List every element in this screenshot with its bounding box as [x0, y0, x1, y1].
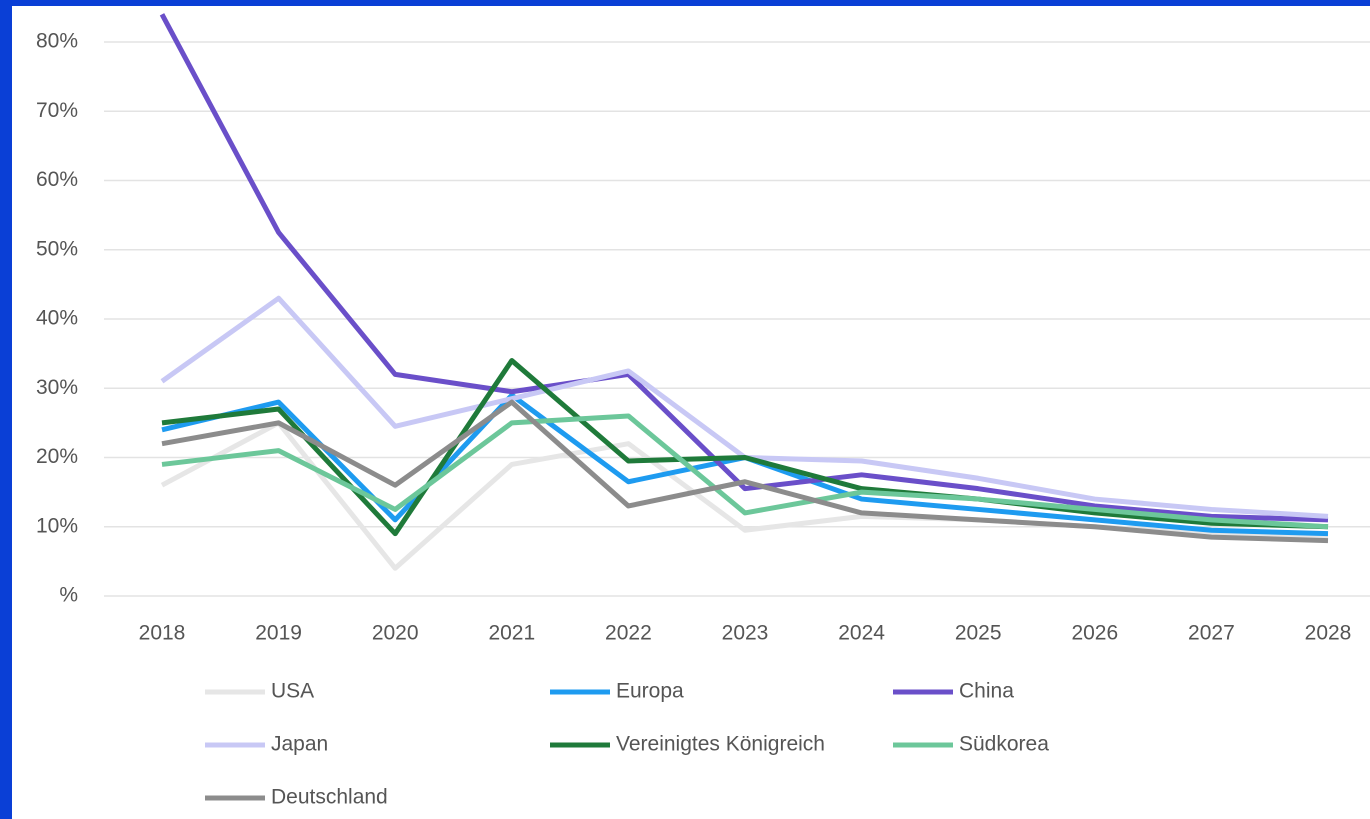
x-tick-label: 2024 — [838, 622, 885, 645]
y-tick-label: 10% — [36, 514, 78, 537]
legend-label: Europa — [616, 680, 684, 703]
x-tick-label: 2021 — [488, 622, 535, 645]
y-tick-label: % — [59, 584, 78, 607]
series-line — [161, 399, 1329, 544]
y-tick-label: 80% — [36, 30, 78, 53]
legend-label: USA — [271, 680, 314, 703]
x-tick-label: 2020 — [372, 622, 419, 645]
legend-label: China — [959, 680, 1014, 703]
x-tick-label: 2028 — [1305, 622, 1352, 645]
y-tick-label: 60% — [36, 168, 78, 191]
x-tick-label: 2022 — [605, 622, 652, 645]
series-line — [161, 413, 1329, 530]
x-tick-label: 2027 — [1188, 622, 1235, 645]
legend-label: Japan — [271, 733, 328, 756]
x-tick-label: 2025 — [955, 622, 1002, 645]
legend-label: Südkorea — [959, 733, 1049, 756]
y-tick-label: 50% — [36, 237, 78, 260]
x-tick-label: 2018 — [139, 622, 186, 645]
y-tick-label: 70% — [36, 99, 78, 122]
x-tick-label: 2026 — [1071, 622, 1118, 645]
legend-label: Vereinigtes Königreich — [616, 733, 825, 756]
y-tick-label: 40% — [36, 307, 78, 330]
x-tick-label: 2023 — [722, 622, 769, 645]
y-tick-label: 20% — [36, 445, 78, 468]
legend-label: Deutschland — [271, 786, 388, 809]
x-tick-label: 2019 — [255, 622, 302, 645]
y-tick-label: 30% — [36, 376, 78, 399]
series-line — [159, 13, 1329, 523]
chart-background — [12, 6, 1370, 819]
